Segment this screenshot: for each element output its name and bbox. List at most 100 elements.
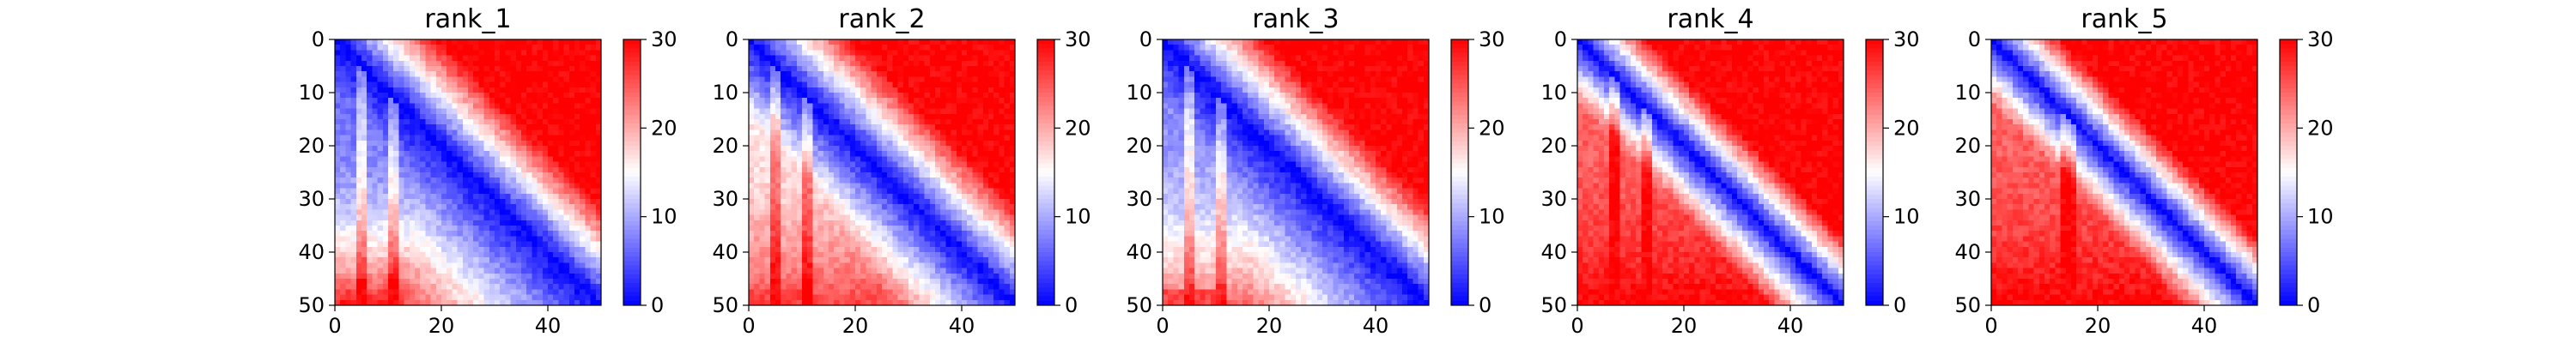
heatmap-cell xyxy=(404,262,410,268)
heatmap-cell xyxy=(377,161,384,168)
heatmap-cell xyxy=(866,66,872,72)
heatmap-cell xyxy=(526,93,532,99)
heatmap-cell xyxy=(398,135,404,141)
heatmap-cell xyxy=(521,71,527,77)
heatmap-cell xyxy=(919,129,925,135)
heatmap-cell xyxy=(839,262,845,268)
heatmap-cell xyxy=(335,172,341,178)
heatmap-cell xyxy=(897,129,904,135)
heatmap-cell xyxy=(982,76,989,82)
heatmap-cell xyxy=(452,289,458,295)
heatmap-cell xyxy=(781,50,787,56)
colorbar-segment xyxy=(623,177,641,182)
heatmap-cell xyxy=(415,45,421,51)
heatmap-cell xyxy=(478,93,484,99)
heatmap-cell xyxy=(754,172,760,178)
heatmap-cell xyxy=(929,188,936,195)
heatmap-cell xyxy=(361,113,368,120)
heatmap-cell xyxy=(542,156,549,162)
heatmap-cell xyxy=(526,193,532,200)
heatmap-cell xyxy=(749,156,755,162)
heatmap-cell xyxy=(834,183,840,189)
heatmap-cell xyxy=(834,87,840,93)
heatmap-cell xyxy=(914,214,920,221)
heatmap-cell xyxy=(367,103,373,109)
heatmap-cell xyxy=(951,98,957,104)
heatmap-cell xyxy=(435,214,442,221)
heatmap-cell xyxy=(829,98,835,104)
heatmap-cell xyxy=(532,129,538,135)
heatmap-cell xyxy=(590,172,597,178)
heatmap-cell xyxy=(945,220,951,226)
heatmap-cell xyxy=(786,119,792,125)
heatmap-cell xyxy=(340,246,346,253)
heatmap-cell xyxy=(791,289,798,295)
heatmap-cell xyxy=(553,166,559,173)
heatmap-cell xyxy=(999,226,1005,232)
heatmap-cell xyxy=(340,231,346,237)
heatmap-cell xyxy=(500,204,506,210)
heatmap-cell xyxy=(435,140,442,147)
heatmap-cell xyxy=(823,183,829,189)
heatmap-cell xyxy=(897,39,904,45)
heatmap-cell xyxy=(537,76,544,82)
heatmap-cell xyxy=(791,193,798,200)
heatmap-cell xyxy=(585,279,591,285)
heatmap-cell xyxy=(769,103,776,109)
heatmap-cell xyxy=(574,93,580,99)
heatmap-cell xyxy=(595,268,602,274)
heatmap-cell xyxy=(897,166,904,173)
heatmap-cell xyxy=(574,87,580,93)
heatmap-cell xyxy=(882,66,888,72)
heatmap-cell xyxy=(537,55,544,62)
heatmap-cell xyxy=(340,299,346,306)
heatmap-cell xyxy=(919,60,925,67)
heatmap-cell xyxy=(468,209,474,215)
heatmap-cell xyxy=(754,178,760,184)
heatmap-cell xyxy=(420,178,426,184)
heatmap-cell xyxy=(967,226,973,232)
heatmap-cell xyxy=(595,209,602,215)
heatmap-cell xyxy=(1004,87,1011,93)
heatmap-cell xyxy=(935,50,941,56)
heatmap-cell xyxy=(388,188,394,195)
heatmap-cell xyxy=(769,76,776,82)
heatmap-cell xyxy=(775,188,781,195)
heatmap-cell xyxy=(478,252,484,258)
heatmap-cell xyxy=(897,262,904,268)
heatmap-cell xyxy=(430,113,437,120)
heatmap-cell xyxy=(382,98,389,104)
heatmap-cell xyxy=(537,279,544,285)
heatmap-cell xyxy=(563,193,570,200)
heatmap-cell xyxy=(361,279,368,285)
heatmap-cell xyxy=(398,199,404,205)
heatmap-cell xyxy=(749,113,755,120)
heatmap-cell xyxy=(829,161,835,168)
heatmap-cell xyxy=(500,193,506,200)
heatmap-cell xyxy=(839,199,845,205)
heatmap-cell xyxy=(340,188,346,195)
heatmap-cell xyxy=(972,193,978,200)
heatmap-cell xyxy=(425,98,431,104)
heatmap-cell xyxy=(786,166,792,173)
heatmap-cell xyxy=(999,76,1005,82)
heatmap-cell xyxy=(993,93,999,99)
heatmap-cell xyxy=(409,60,416,67)
heatmap-cell xyxy=(924,246,931,253)
heatmap-cell xyxy=(372,108,378,115)
heatmap-cell xyxy=(759,226,765,232)
heatmap-cell xyxy=(500,124,506,130)
heatmap-cell xyxy=(563,156,570,162)
heatmap-cell xyxy=(585,71,591,77)
heatmap-cell xyxy=(855,161,861,168)
heatmap-cell xyxy=(595,81,602,88)
heatmap-cell xyxy=(409,124,416,130)
heatmap-cell xyxy=(988,262,994,268)
heatmap-cell xyxy=(823,262,829,268)
heatmap-cell xyxy=(962,262,968,268)
heatmap-cell xyxy=(388,87,394,93)
heatmap-cell xyxy=(563,226,570,232)
heatmap-cell xyxy=(473,279,479,285)
heatmap-cell xyxy=(409,172,416,178)
heatmap-cell xyxy=(345,50,351,56)
